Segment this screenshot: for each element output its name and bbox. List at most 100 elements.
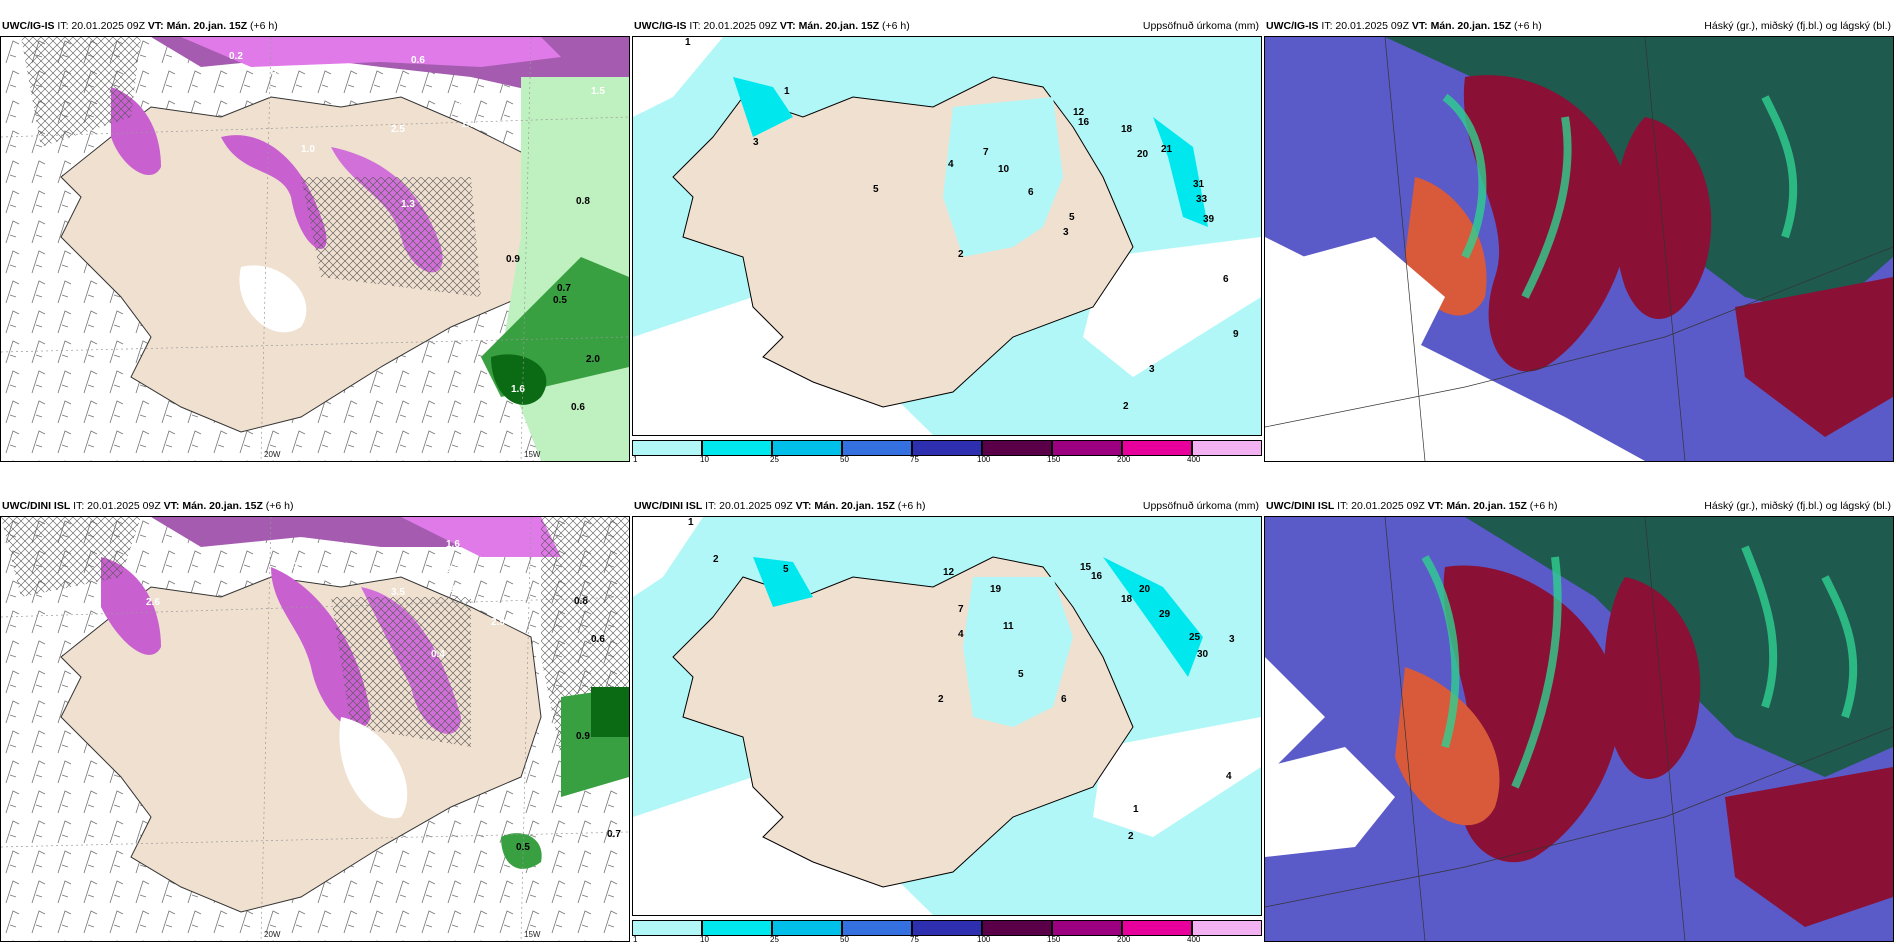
precip-label: 2 (958, 249, 964, 260)
colorbar-swatch (702, 920, 772, 936)
precip-label: 4 (948, 159, 954, 170)
colorbar-swatch (912, 920, 982, 936)
panel-precip-dini: UWC/DINI ISL IT: 20.01.2025 09Z VT: Mán.… (632, 497, 1262, 944)
colorbar-tick: 1 (633, 455, 638, 464)
panel-clouds-igis: UWC/IG-IS IT: 20.01.2025 09Z VT: Mán. 20… (1264, 17, 1894, 462)
colorbar-swatch (842, 440, 912, 456)
precip-label: 29 (1159, 609, 1171, 620)
precip-label: 7 (958, 604, 964, 615)
snow-label: 2.0 (586, 354, 600, 365)
snow-label: 0.3 (196, 79, 210, 90)
precip-label: 2 (1123, 401, 1129, 412)
panel-title: UWC/DINI ISL IT: 20.01.2025 09Z VT: Mán.… (0, 497, 630, 516)
precip-label: 39 (1203, 214, 1215, 225)
snow-label: 2.7 (446, 564, 460, 575)
map-precip: 1 2 5 15 16 19 18 20 29 25 30 7 11 12 4 … (632, 516, 1262, 916)
snow-label: 1.2 (441, 584, 455, 595)
colorbar-swatch (632, 920, 702, 936)
snow-label: 1.5 (591, 86, 605, 97)
valid-label: VT: (795, 500, 812, 512)
precip-label: 1 (685, 37, 691, 48)
precip-label: 5 (873, 184, 879, 195)
colorbar-swatch (1052, 440, 1122, 456)
valid-time: Mán. 20.jan. 15Z (798, 20, 880, 32)
map-snow: 0.3 0.2 0.4 0.6 2.4 1.7 3.0 1.3 0.7 0.5 … (0, 36, 630, 462)
precip-label: 2 (713, 554, 719, 565)
colorbar-swatch (912, 440, 982, 456)
precip-label: 30 (1197, 649, 1209, 660)
precip-label: 6 (1061, 694, 1067, 705)
colorbar-swatch (982, 440, 1052, 456)
colorbar-tick: 50 (840, 935, 849, 944)
panel-precip-igis: UWC/IG-IS IT: 20.01.2025 09Z VT: Mán. 20… (632, 17, 1262, 464)
colorbar-swatch (982, 920, 1052, 936)
colorbar-tick: 400 (1187, 455, 1201, 464)
precip-label: 5 (783, 564, 789, 575)
snow-label: 0.6 (411, 55, 425, 66)
valid-time: Mán. 20.jan. 15Z (1446, 500, 1527, 512)
lon-label: 20W (264, 450, 281, 459)
model-name: UWC/IG-IS (2, 20, 55, 32)
precip-label: 16 (1078, 117, 1090, 128)
valid-time: Mán. 20.jan. 15Z (814, 500, 895, 512)
lon-label: 15W (524, 930, 541, 939)
snow-label: 0.7 (607, 829, 621, 840)
colorbar-tick: 10 (700, 455, 709, 464)
field-title: Háský (gr.), miðský (fj.bl.) og lágský (… (1704, 20, 1891, 32)
colorbar-tick: 400 (1187, 935, 1201, 944)
snow-label: 0.3 (251, 561, 265, 572)
precip-label: 4 (1226, 771, 1232, 782)
panel-title: UWC/IG-IS IT: 20.01.2025 09Z VT: Mán. 20… (0, 17, 630, 36)
snow-label: 0.6 (571, 402, 585, 413)
precip-label: 12 (943, 567, 955, 578)
colorbar-tick: 75 (910, 935, 919, 944)
lon-label: 15W (524, 450, 541, 459)
precip-label: 6 (1028, 187, 1034, 198)
snow-label: 1.0 (301, 144, 315, 155)
precip-label: 21 (1161, 144, 1173, 155)
init-time: IT: 20.01.2025 09Z (57, 20, 145, 32)
snow-label: 0.9 (506, 254, 520, 265)
snow-label: 0.8 (574, 596, 588, 607)
panel-title: UWC/DINI ISL IT: 20.01.2025 09Z VT: Mán.… (632, 497, 1262, 516)
map-clouds (1264, 516, 1894, 942)
model-name: UWC/IG-IS (634, 20, 687, 32)
precip-label: 2 (1128, 831, 1134, 842)
snow-label: 0.5 (553, 295, 567, 306)
snow-label: 0.7 (557, 283, 571, 294)
precip-label: 9 (1233, 329, 1239, 340)
valid-label: VT: (779, 20, 796, 32)
valid-label: VT: (163, 500, 180, 512)
colorbar-tick: 100 (977, 935, 991, 944)
panel-title: UWC/IG-IS IT: 20.01.2025 09Z VT: Mán. 20… (1264, 17, 1894, 36)
valid-time: Mán. 20.jan. 15Z (1430, 20, 1512, 32)
colorbar-swatch (702, 440, 772, 456)
precip-label: 25 (1189, 632, 1201, 643)
lead-time: (+6 h) (265, 500, 294, 512)
colorbar-swatch (1192, 440, 1262, 456)
init-time: IT: 20.01.2025 09Z (73, 500, 161, 512)
panel-title: UWC/DINI ISL IT: 20.01.2025 09Z VT: Mán.… (1264, 497, 1894, 516)
colorbar-tick: 25 (770, 455, 779, 464)
lead-time: (+6 h) (1514, 20, 1542, 32)
colorbar-swatch (1122, 440, 1192, 456)
colorbar-tick: 200 (1117, 935, 1131, 944)
colorbar-tick: 10 (700, 935, 709, 944)
colorbar-swatch (632, 440, 702, 456)
snow-label: 3.0 (491, 119, 505, 130)
colorbar-tick: 100 (977, 455, 991, 464)
precip-label: 1 (688, 517, 694, 528)
precip-label: 1 (784, 86, 790, 97)
colorbar: 1 10 25 50 75 100 150 200 400 (632, 916, 1262, 944)
snow-label: 1.1 (536, 814, 550, 825)
colorbar-swatch (1122, 920, 1192, 936)
snow-label: 0.8 (576, 196, 590, 207)
colorbar-tick: 75 (910, 455, 919, 464)
model-name: UWC/DINI ISL (2, 500, 71, 512)
snow-label: 0.9 (576, 731, 590, 742)
precip-label: 5 (1069, 212, 1075, 223)
map-precip: 1 3 5 12 16 18 21 20 31 33 39 7 10 6 4 2… (632, 36, 1262, 436)
lead-time: (+6 h) (1529, 500, 1558, 512)
snow-label: 0.2 (229, 51, 243, 62)
precip-label: 6 (1223, 274, 1229, 285)
